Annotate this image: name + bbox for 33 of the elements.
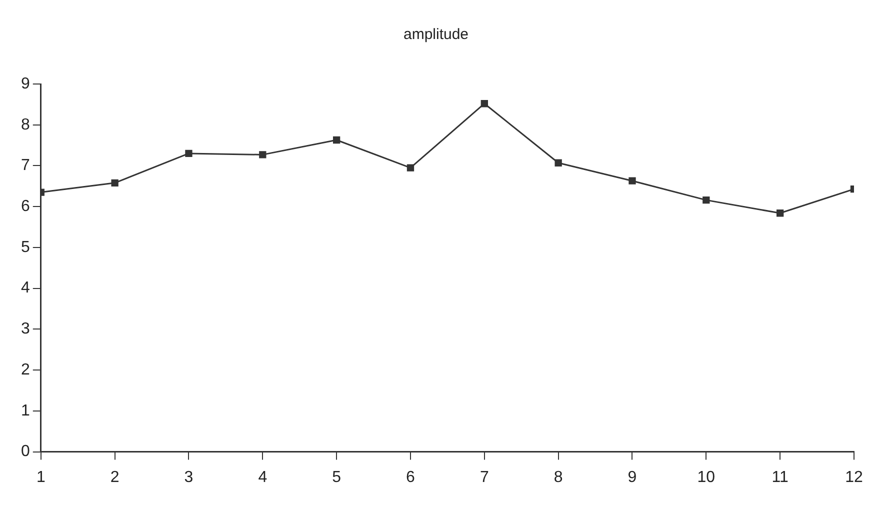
x-tick-label: 10	[697, 468, 716, 486]
y-tick-label: 2	[20, 361, 30, 378]
y-tick-label: 7	[20, 157, 30, 174]
y-tick-label: 9	[20, 75, 30, 92]
x-tick-label: 1	[36, 468, 46, 486]
y-tick-label: 8	[20, 116, 30, 134]
y-tick-label: 1	[20, 402, 30, 420]
x-tick-label: 5	[332, 468, 342, 486]
point	[332, 136, 340, 144]
x-tick-label: 4	[258, 468, 268, 486]
chart-title: amplitude	[403, 26, 469, 44]
x-tick-label: 3	[184, 468, 194, 486]
point	[628, 177, 636, 184]
x-tick-label: 9	[628, 468, 637, 486]
y-tick-label: 5	[20, 238, 30, 256]
y-tick-label: 4	[20, 280, 30, 297]
point	[259, 151, 266, 158]
point	[480, 100, 488, 108]
x-tick-label: 2	[110, 468, 120, 486]
x-tick-label: 8	[554, 468, 563, 486]
point	[111, 179, 118, 186]
x-tick-label: 7	[480, 468, 489, 486]
point	[185, 150, 192, 158]
x-tick-label: 6	[406, 468, 416, 486]
point	[702, 196, 710, 204]
point	[776, 210, 784, 217]
x-tick-label: 11	[772, 468, 788, 486]
point	[406, 164, 414, 172]
point	[554, 159, 562, 166]
y-tick-label: 0	[20, 443, 30, 460]
x-tick-label: 12	[845, 468, 863, 486]
y-tick-label: 6	[20, 198, 30, 216]
y-tick-label: 3	[20, 320, 30, 338]
